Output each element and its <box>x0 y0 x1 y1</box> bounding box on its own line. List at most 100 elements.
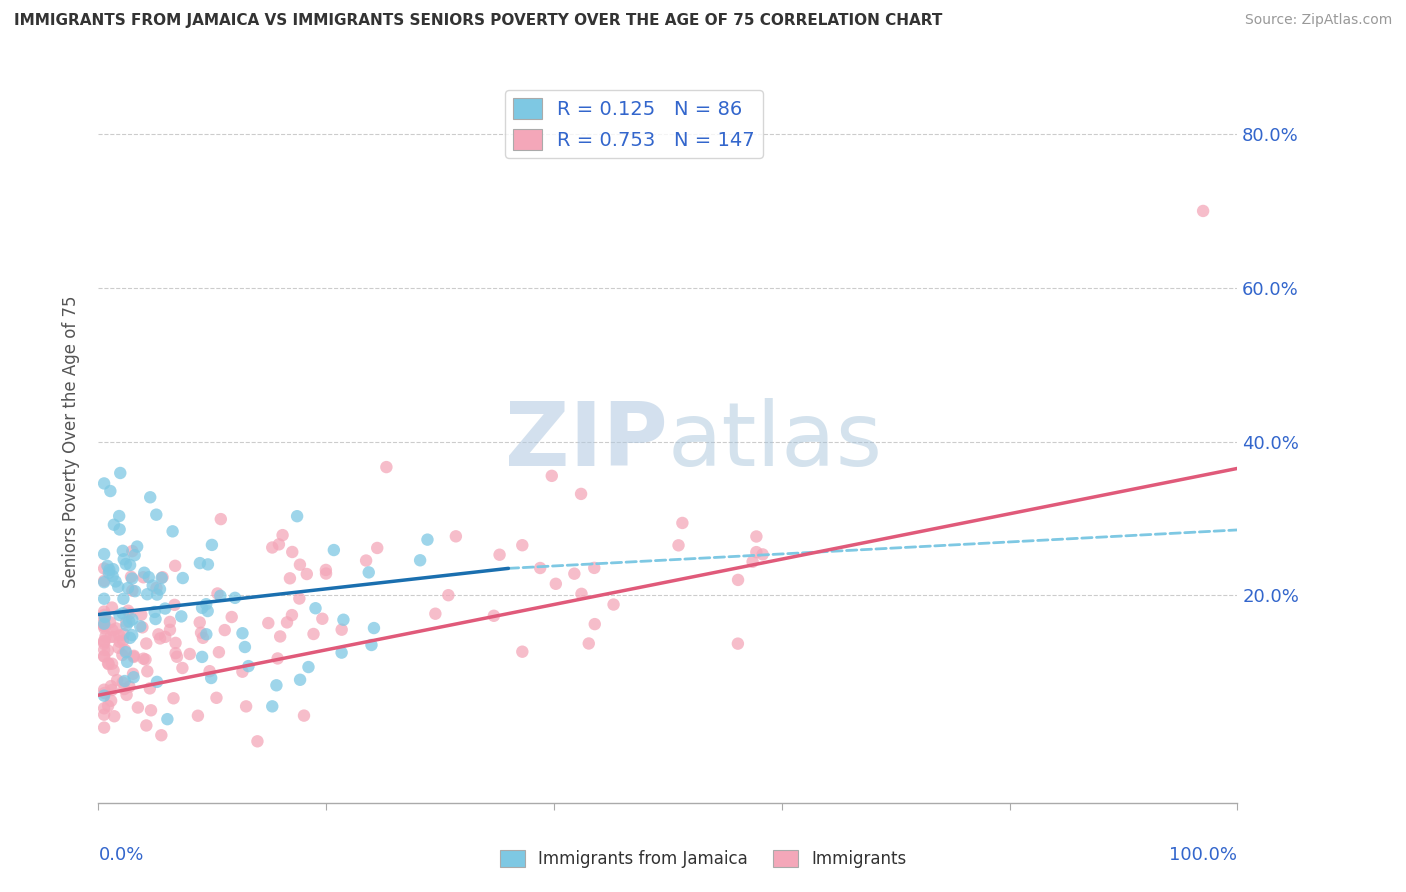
Point <box>105 622 128 636</box>
Point <box>120 558 142 572</box>
Point <box>101 623 124 637</box>
Point <box>103 709 125 723</box>
Point <box>444 529 467 543</box>
Point <box>139 681 162 696</box>
Point <box>93 642 115 657</box>
Point <box>101 657 124 671</box>
Point <box>96 558 118 573</box>
Point <box>93 619 115 633</box>
Point <box>195 627 218 641</box>
Point <box>110 466 132 480</box>
Point <box>562 566 585 581</box>
Point <box>93 649 115 664</box>
Point <box>671 516 693 530</box>
Point <box>425 607 447 621</box>
Point <box>114 557 136 571</box>
Point <box>745 529 768 543</box>
Point <box>93 575 115 590</box>
Point <box>93 689 115 703</box>
Point <box>122 670 145 684</box>
Point <box>100 679 122 693</box>
Point <box>103 517 125 532</box>
Point <box>159 623 181 637</box>
Point <box>145 581 167 595</box>
Text: 100.0%: 100.0% <box>1170 847 1237 864</box>
Point <box>135 718 157 732</box>
Point <box>544 576 567 591</box>
Point <box>136 665 159 679</box>
Point <box>200 671 222 685</box>
Point <box>276 615 298 630</box>
Point <box>269 630 291 644</box>
Point <box>115 618 138 632</box>
Point <box>93 605 115 619</box>
Point <box>297 660 319 674</box>
Point <box>134 652 156 666</box>
Point <box>120 570 142 584</box>
Point <box>288 591 311 606</box>
Point <box>93 707 115 722</box>
Point <box>197 604 219 618</box>
Point <box>97 566 120 580</box>
Point <box>93 607 115 622</box>
Point <box>97 643 120 657</box>
Y-axis label: Seniors Poverty Over the Age of 75: Seniors Poverty Over the Age of 75 <box>62 295 80 588</box>
Point <box>112 552 135 566</box>
Point <box>111 607 134 621</box>
Point <box>409 553 432 567</box>
Point <box>281 545 304 559</box>
Point <box>366 541 388 555</box>
Point <box>224 591 246 605</box>
Point <box>142 578 165 592</box>
Point <box>540 468 562 483</box>
Point <box>304 601 326 615</box>
Point <box>97 657 120 671</box>
Point <box>571 587 593 601</box>
Point <box>150 571 173 585</box>
Point <box>118 680 141 694</box>
Point <box>101 600 124 615</box>
Point <box>118 607 141 621</box>
Point <box>172 571 194 585</box>
Point <box>122 666 145 681</box>
Point <box>416 533 439 547</box>
Point <box>170 609 193 624</box>
Point <box>602 598 624 612</box>
Point <box>510 538 533 552</box>
Point <box>135 636 157 650</box>
Point <box>162 691 184 706</box>
Point <box>288 673 311 687</box>
Point <box>103 630 125 644</box>
Point <box>108 509 131 524</box>
Point <box>131 620 153 634</box>
Point <box>315 566 337 581</box>
Point <box>98 615 121 630</box>
Text: IMMIGRANTS FROM JAMAICA VS IMMIGRANTS SENIORS POVERTY OVER THE AGE OF 75 CORRELA: IMMIGRANTS FROM JAMAICA VS IMMIGRANTS SE… <box>14 13 942 29</box>
Point <box>118 631 141 645</box>
Point <box>93 682 115 697</box>
Point <box>145 612 167 626</box>
Legend: R = 0.125   N = 86, R = 0.753   N = 147: R = 0.125 N = 86, R = 0.753 N = 147 <box>505 90 762 158</box>
Point <box>132 651 155 665</box>
Point <box>111 633 134 648</box>
Point <box>727 573 749 587</box>
Point <box>751 548 773 562</box>
Point <box>129 619 152 633</box>
Point <box>124 584 146 599</box>
Point <box>93 634 115 648</box>
Point <box>156 712 179 726</box>
Point <box>93 476 115 491</box>
Point <box>191 631 214 645</box>
Point <box>93 621 115 635</box>
Point <box>266 678 288 692</box>
Point <box>111 648 134 662</box>
Point <box>122 648 145 663</box>
Text: ZIP: ZIP <box>505 398 668 485</box>
Point <box>136 587 159 601</box>
Point <box>482 608 505 623</box>
Point <box>221 610 243 624</box>
Point <box>129 607 152 622</box>
Point <box>93 616 115 631</box>
Point <box>201 538 224 552</box>
Point <box>179 647 201 661</box>
